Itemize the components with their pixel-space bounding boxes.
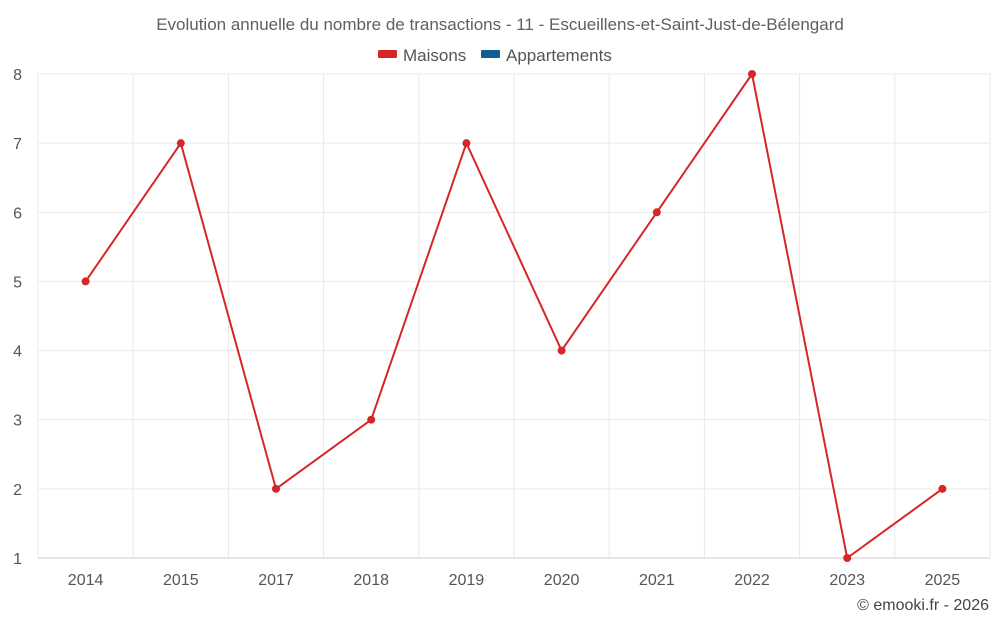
credit-text: © emooki.fr - 2026 [857,597,989,614]
y-axis-ticks: 1 2 3 4 5 6 7 8 [13,67,22,568]
y-tick-label: 8 [13,67,22,84]
data-point [557,346,566,355]
x-tick-label: 2025 [925,572,961,589]
data-point [652,208,661,217]
y-tick-label: 6 [13,205,22,222]
x-tick-label: 2019 [449,572,485,589]
x-tick-label: 2015 [163,572,199,589]
x-axis-ticks: 2014 2015 2017 2018 2019 2020 2021 2022 2023 2025 [68,572,960,589]
data-point [81,277,90,286]
data-point [367,415,376,424]
x-tick-label: 2023 [829,572,865,589]
y-tick-label: 5 [13,274,22,291]
legend-label-appartements: Appartements [506,46,612,65]
data-point [462,139,471,148]
y-tick-label: 4 [13,344,22,361]
legend-swatch-appartements [481,50,500,58]
x-tick-label: 2017 [258,572,294,589]
legend: Maisons Appartements [378,46,612,65]
series-maisons [81,70,947,562]
x-tick-label: 2018 [353,572,389,589]
y-tick-label: 3 [13,413,22,430]
grid [37,73,991,558]
data-point [176,139,185,148]
y-tick-label: 2 [13,482,22,499]
x-tick-label: 2022 [734,572,770,589]
x-tick-label: 2020 [544,572,580,589]
data-point [843,554,852,562]
x-tick-label: 2014 [68,572,104,589]
data-point [938,484,947,493]
series-line-maisons [84,73,943,559]
data-point [272,484,280,493]
y-tick-label: 7 [13,136,22,153]
legend-swatch-maisons [378,50,397,58]
data-point [748,70,756,78]
legend-item-appartements[interactable]: Appartements [481,46,612,65]
x-tick-label: 2021 [639,572,675,589]
chart-title: Evolution annuelle du nombre de transact… [156,15,844,34]
legend-label-maisons: Maisons [403,46,466,65]
legend-item-maisons[interactable]: Maisons [378,46,466,65]
y-tick-label: 1 [13,551,22,568]
